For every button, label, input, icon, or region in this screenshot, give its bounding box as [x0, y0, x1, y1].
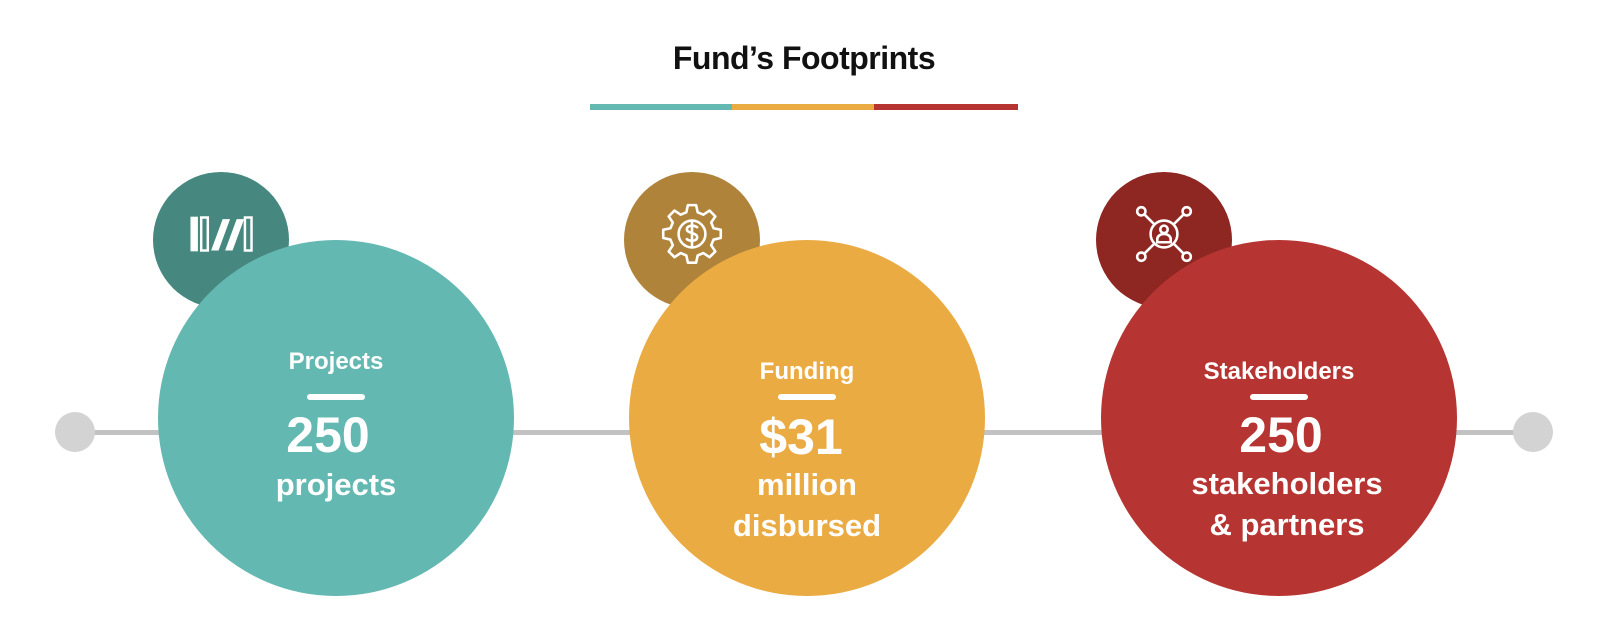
stakeholders-value: 250 [1239, 407, 1323, 463]
stakeholders-divider [1250, 394, 1308, 400]
funding-divider [778, 394, 836, 400]
timeline-start-dot [55, 412, 95, 452]
title-underline-red [874, 104, 1018, 110]
title-underline-gold [732, 104, 874, 110]
projects-label: Projects [288, 348, 384, 375]
funding-unit-line-2: disbursed [732, 508, 882, 543]
stakeholders-circle: Stakeholders 250 stakeholders & partners [1101, 240, 1457, 596]
funding-unit-line-1: million [757, 467, 857, 502]
funding-circle: Funding $31 million disbursed [629, 240, 985, 596]
title-underline-teal [590, 104, 732, 110]
stakeholders-unit-line-2: & partners [1209, 507, 1365, 542]
projects-unit: projects [275, 467, 397, 502]
timeline-end-dot [1513, 412, 1553, 452]
funding-label: Funding [759, 358, 855, 385]
person-network-icon [1135, 205, 1193, 263]
projects-divider [307, 394, 365, 400]
page-title: Fund’s Footprints [672, 40, 936, 76]
dollar-gear-icon [661, 203, 723, 264]
funding-value: $31 [759, 409, 843, 465]
stakeholders-label: Stakeholders [1203, 358, 1355, 385]
projects-circle: Projects 250 projects [158, 240, 514, 596]
books-icon [190, 216, 253, 252]
projects-value: 250 [286, 407, 370, 463]
stakeholders-unit-line-1: stakeholders [1191, 466, 1383, 501]
